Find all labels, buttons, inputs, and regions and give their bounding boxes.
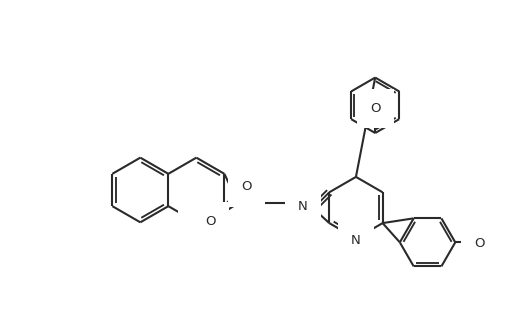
Text: N: N [298, 200, 308, 213]
Text: O: O [241, 180, 251, 194]
Text: N: N [351, 233, 361, 247]
Text: S: S [298, 197, 306, 210]
Text: O: O [205, 215, 216, 228]
Text: O: O [191, 216, 202, 229]
Text: O: O [475, 237, 485, 250]
Text: O: O [370, 102, 380, 115]
